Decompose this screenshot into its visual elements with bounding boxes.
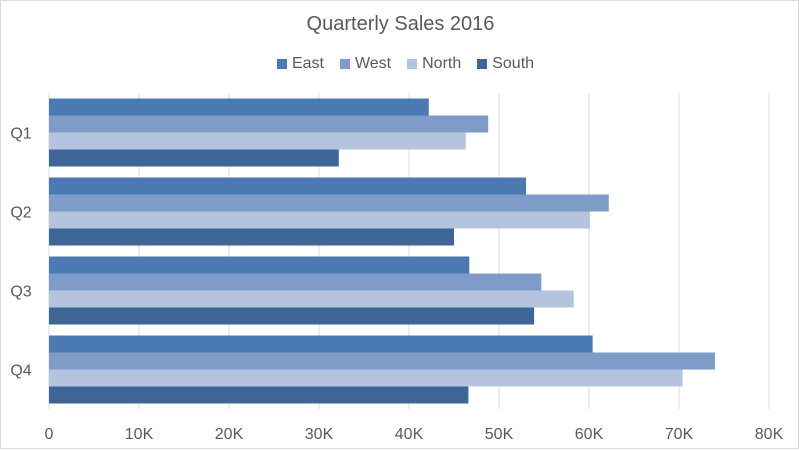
legend-item-east: East [276, 55, 324, 73]
bar-south-q4 [49, 386, 469, 404]
bar-north-q3 [49, 290, 574, 308]
legend-swatch [407, 59, 418, 69]
x-tick-label: 50K [485, 426, 514, 443]
legend-label: South [492, 55, 535, 72]
legend-swatch [339, 59, 350, 69]
x-tick-label: 80K [755, 426, 784, 443]
chart-title: Quarterly Sales 2016 [306, 13, 495, 35]
x-tick-label: 30K [305, 426, 334, 443]
bar-north-q1 [49, 132, 466, 150]
bar-south-q3 [49, 307, 535, 325]
legend-item-west: West [339, 55, 392, 73]
bar-west-q1 [49, 115, 489, 133]
bar-north-q4 [49, 369, 683, 387]
bar-south-q1 [49, 149, 339, 167]
legend: East West North South [1, 55, 799, 73]
legend-label: North [422, 55, 462, 72]
y-tick-label: Q2 [10, 205, 31, 222]
bar-west-q4 [49, 352, 715, 370]
bar-north-q2 [49, 211, 590, 229]
legend-label: West [354, 55, 392, 72]
bar-east-q2 [49, 177, 526, 195]
bar-west-q2 [49, 194, 609, 212]
legend-swatch [477, 59, 488, 69]
bar-west-q3 [49, 273, 542, 291]
bar-south-q2 [49, 228, 454, 246]
legend-swatch [276, 59, 287, 69]
bar-east-q4 [49, 335, 593, 353]
y-tick-label: Q4 [10, 363, 31, 380]
legend-item-north: North [407, 55, 461, 73]
x-tick-label: 70K [665, 426, 694, 443]
x-tick-label: 20K [215, 426, 244, 443]
y-tick-label: Q3 [10, 284, 31, 301]
bar-east-q1 [49, 98, 429, 116]
x-tick-label: 60K [575, 426, 604, 443]
legend-label: East [291, 55, 324, 72]
y-tick-label: Q1 [10, 126, 31, 143]
bar-east-q3 [49, 256, 470, 274]
x-tick-label: 40K [395, 426, 424, 443]
x-tick-label: 10K [125, 426, 154, 443]
x-tick-label: 0 [45, 426, 54, 443]
legend-item-south: South [477, 55, 534, 73]
